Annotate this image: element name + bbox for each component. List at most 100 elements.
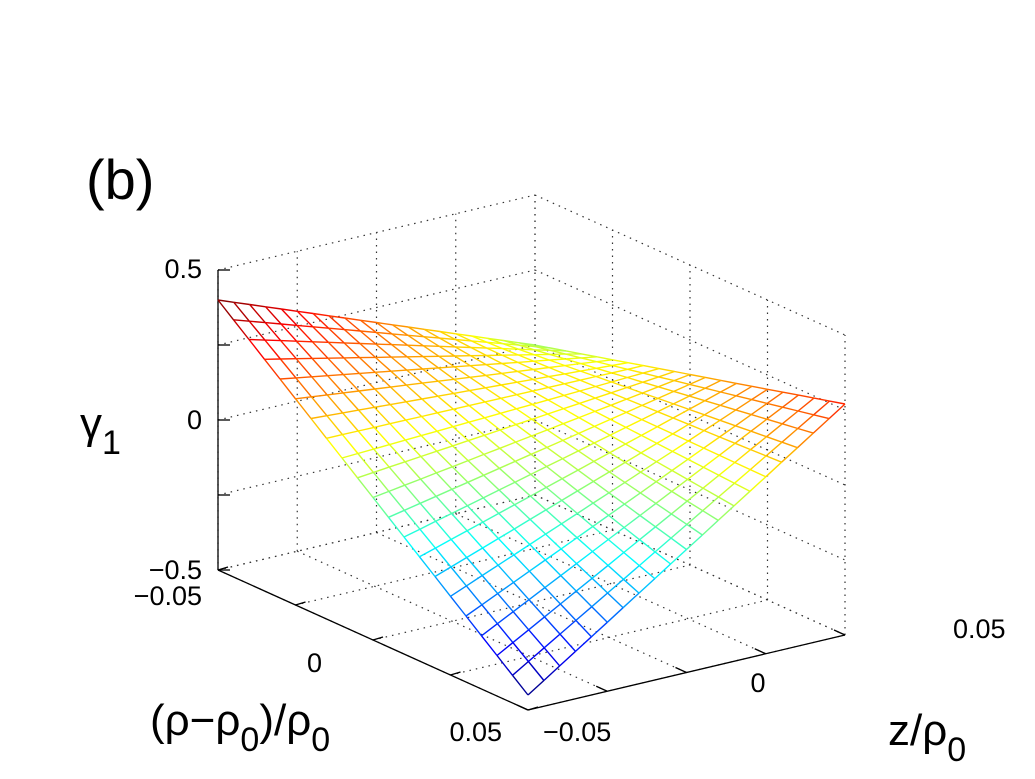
mesh-segment bbox=[734, 442, 751, 451]
mesh-segment bbox=[341, 452, 359, 459]
mesh-segment bbox=[452, 408, 470, 423]
mesh-segment bbox=[751, 413, 767, 420]
mesh-segment bbox=[312, 341, 329, 343]
mesh-segment bbox=[561, 469, 579, 480]
mesh-segment bbox=[357, 430, 375, 450]
mesh-segment bbox=[248, 338, 265, 341]
mesh-segment bbox=[295, 377, 312, 398]
mesh-segment bbox=[564, 379, 581, 385]
mesh-segment bbox=[455, 338, 472, 342]
mesh-segment bbox=[465, 615, 483, 637]
mesh-segment bbox=[702, 454, 720, 468]
mesh-segment bbox=[482, 512, 500, 523]
mesh-segment bbox=[406, 382, 423, 386]
mesh-segment bbox=[670, 537, 687, 551]
mesh-segment bbox=[611, 364, 628, 370]
mesh-segment bbox=[358, 390, 375, 408]
mesh-segment bbox=[581, 353, 598, 358]
mesh-segment bbox=[296, 340, 313, 343]
mesh-segment bbox=[455, 333, 472, 337]
mesh-segment bbox=[468, 417, 485, 423]
mesh-segment bbox=[342, 374, 360, 392]
mesh-segment bbox=[389, 444, 406, 463]
mesh-segment bbox=[577, 460, 595, 471]
mesh-segment bbox=[388, 484, 405, 493]
mesh-segment bbox=[533, 354, 550, 361]
z-position-axis-label: z/ρ0 bbox=[888, 706, 966, 769]
mesh-segment bbox=[561, 523, 578, 539]
mesh-segment bbox=[562, 458, 579, 471]
mesh-segment bbox=[466, 530, 484, 549]
mesh-segment bbox=[548, 366, 565, 375]
mesh-segment bbox=[388, 509, 405, 518]
mesh-segment bbox=[750, 448, 767, 457]
mesh-segment bbox=[689, 373, 706, 379]
mesh-segment bbox=[688, 408, 705, 416]
mesh-segment bbox=[311, 375, 328, 378]
mesh-segment bbox=[533, 366, 550, 371]
mesh-segment bbox=[671, 478, 688, 492]
mesh-segment bbox=[703, 466, 720, 476]
mesh-segment bbox=[452, 426, 469, 442]
grid-line bbox=[534, 419, 846, 561]
mesh-segment bbox=[624, 452, 642, 463]
mesh-segment bbox=[813, 400, 830, 416]
axes bbox=[217, 269, 846, 711]
z-position-axis-label-main: z/ρ bbox=[888, 706, 947, 755]
mesh-segment bbox=[498, 512, 515, 530]
rho-tick-mark bbox=[295, 601, 306, 606]
mesh-segment bbox=[435, 495, 453, 514]
mesh-segment bbox=[360, 319, 377, 333]
rho-tick-label-zero: 0 bbox=[307, 648, 322, 678]
mesh-segment bbox=[326, 433, 343, 439]
mesh-segment bbox=[544, 548, 562, 561]
mesh-segment bbox=[482, 521, 499, 539]
mesh-segment bbox=[470, 355, 487, 366]
grid-line bbox=[297, 550, 608, 692]
mesh-segment bbox=[623, 578, 640, 594]
mesh-segment bbox=[624, 471, 642, 483]
mesh-segment bbox=[452, 445, 469, 462]
mesh-segment bbox=[549, 353, 566, 360]
mesh-segment bbox=[657, 403, 674, 413]
mesh-segment bbox=[766, 436, 783, 443]
mesh-segment bbox=[388, 490, 405, 511]
mesh-segment bbox=[359, 342, 376, 345]
mesh-segment bbox=[512, 581, 530, 601]
mesh-segment bbox=[720, 391, 737, 397]
mesh-segment bbox=[547, 408, 564, 415]
mesh-segment bbox=[450, 566, 467, 587]
mesh-segment bbox=[516, 390, 533, 396]
mesh-segment bbox=[782, 394, 799, 408]
mesh-segment bbox=[515, 441, 532, 455]
mesh-segment bbox=[482, 497, 500, 514]
mesh-segment bbox=[436, 445, 453, 452]
mesh-segment bbox=[593, 471, 610, 483]
mesh-segment bbox=[434, 566, 452, 578]
mesh-segment bbox=[703, 447, 720, 456]
mesh-segment bbox=[358, 426, 375, 432]
mesh-segment bbox=[388, 461, 406, 468]
mesh-segment bbox=[797, 427, 814, 434]
mesh-segment bbox=[249, 303, 266, 308]
mesh-segment bbox=[421, 382, 439, 397]
mesh-segment bbox=[420, 435, 438, 452]
mesh-segment bbox=[766, 423, 783, 438]
mesh-segment bbox=[533, 368, 550, 378]
mesh-segment bbox=[358, 372, 376, 390]
mesh-segment bbox=[626, 381, 644, 389]
mesh-segment bbox=[627, 368, 644, 374]
mesh-segment bbox=[328, 315, 345, 331]
mesh-segment bbox=[248, 320, 266, 341]
mesh-segment bbox=[435, 488, 453, 497]
mesh-segment bbox=[373, 406, 391, 425]
mesh-segment bbox=[357, 471, 374, 479]
mesh-segment bbox=[233, 301, 250, 322]
mesh-segment bbox=[500, 384, 518, 396]
mesh-segment bbox=[451, 488, 468, 507]
mesh-segment bbox=[424, 328, 440, 333]
mesh-segment bbox=[608, 492, 625, 505]
mesh-segment bbox=[735, 399, 752, 411]
mesh-segment bbox=[484, 397, 502, 403]
mesh-segment bbox=[422, 368, 439, 382]
